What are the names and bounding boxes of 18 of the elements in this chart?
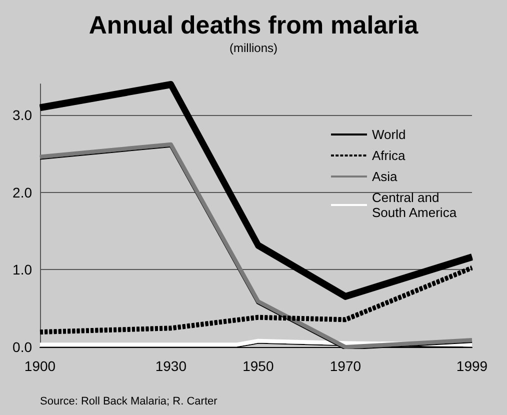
y-tick-label: 2.0 <box>12 184 32 200</box>
y-tick-label: 1.0 <box>12 262 32 278</box>
chart-title: Annual deaths from malaria <box>88 12 420 40</box>
y-tick-label: 0.0 <box>12 339 32 355</box>
legend-label: Asia <box>372 169 398 184</box>
legend-label: World <box>372 127 406 142</box>
x-tick-label: 1930 <box>155 358 187 374</box>
x-tick-label: 1999 <box>456 358 488 374</box>
line-series <box>38 265 474 334</box>
source-note: Source: Roll Back Malaria; R. Carter <box>40 396 218 408</box>
line-series <box>38 142 474 349</box>
legend-label: Central and South America <box>372 190 458 220</box>
x-tick-label: 1950 <box>242 358 274 374</box>
y-tick-label: 3.0 <box>12 106 32 123</box>
x-tick-label: 1900 <box>24 358 56 374</box>
chart-subtitle: (millions) <box>230 41 278 55</box>
x-tick-label: 1970 <box>330 358 362 374</box>
legend-label: Africa <box>372 148 406 163</box>
